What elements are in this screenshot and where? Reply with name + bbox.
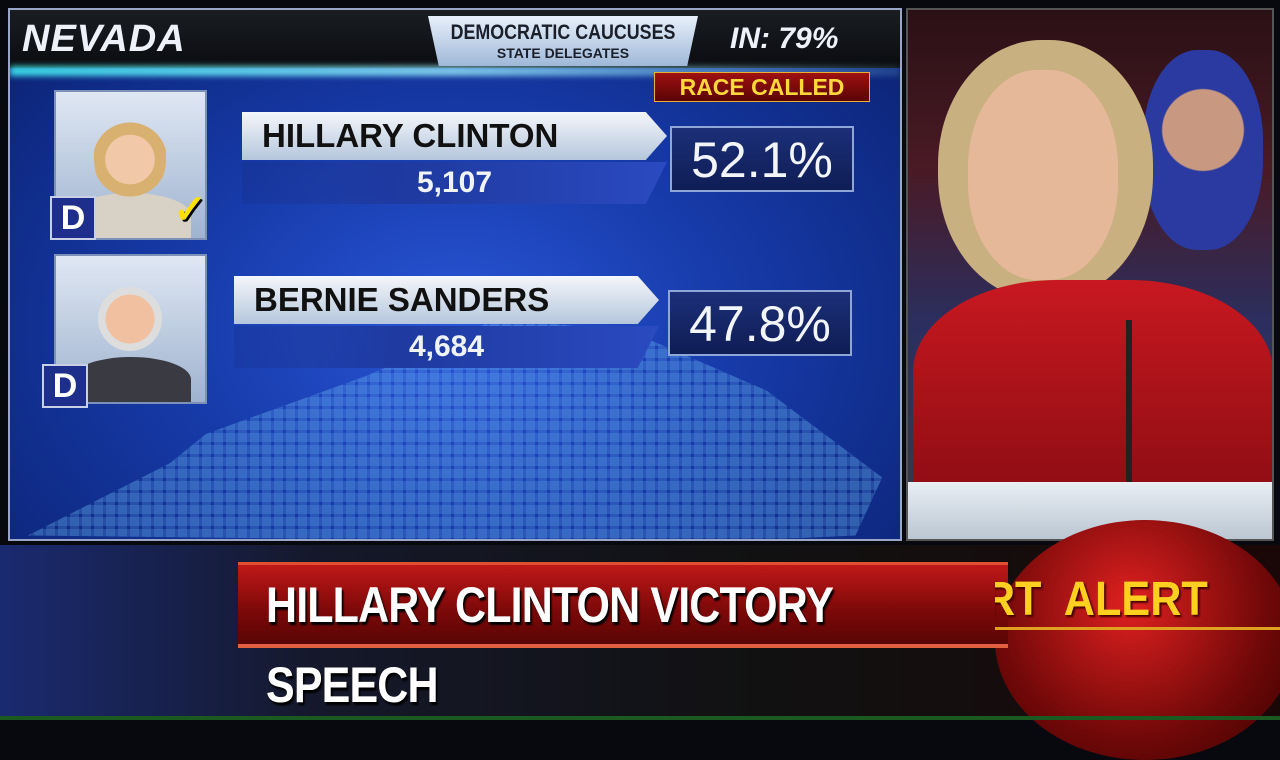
state-title: NEVADA (22, 18, 186, 60)
race-called-badge: RACE CALLED (654, 72, 870, 102)
candidate-votes: 5,107 (242, 162, 667, 204)
live-video-feed (906, 8, 1274, 541)
background-person (1143, 50, 1263, 250)
results-board: NEVADA DEMOCRATIC CAUCUSES STATE DELEGAT… (8, 8, 902, 541)
globe-graphic (995, 520, 1280, 760)
race-type: DEMOCRATIC CAUCUSES (450, 21, 676, 44)
party-badge: D (42, 364, 88, 408)
reporting-percent: IN: 79% (730, 22, 839, 55)
alert-ticker: ERT ALERT (995, 570, 1280, 630)
bottom-stripe (0, 716, 1280, 720)
candidate-percent: 47.8% (668, 290, 852, 356)
alert-text: ERT ALERT (995, 573, 1208, 626)
speaker-coat (913, 280, 1272, 510)
race-label: DEMOCRATIC CAUCUSES STATE DELEGATES (428, 16, 698, 66)
candidate-name: BERNIE SANDERS (234, 276, 659, 324)
headline-text: HILLARY CLINTON VICTORY SPEECH (266, 577, 833, 713)
headline-banner: HILLARY CLINTON VICTORY SPEECH (238, 562, 1008, 713)
race-subtype: STATE DELEGATES (496, 45, 630, 61)
candidate-name: HILLARY CLINTON (242, 112, 667, 160)
microphone (1126, 320, 1132, 490)
candidate-votes: 4,684 (234, 326, 659, 368)
speaker-face (968, 70, 1118, 280)
winner-check-icon: ✓ (173, 188, 207, 232)
candidate-percent: 52.1% (670, 126, 854, 192)
party-badge: D (50, 196, 96, 240)
header-glow (10, 66, 900, 76)
